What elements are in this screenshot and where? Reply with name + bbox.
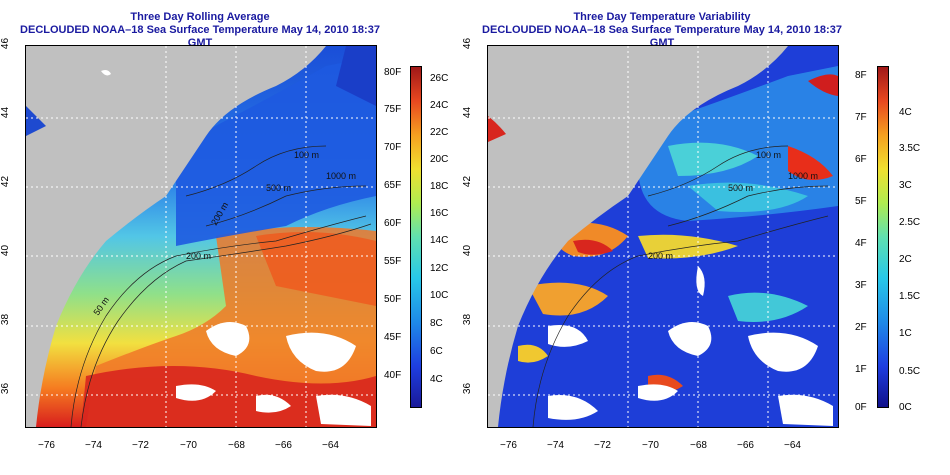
right-cb-c-5: 1.5C: [899, 291, 921, 302]
right-cb-f-8: 0F: [855, 402, 867, 413]
right-cb-c-3: 2.5C: [899, 217, 921, 228]
left-cb-c-7: 12C: [430, 263, 449, 274]
right-cb-f-3: 5F: [855, 196, 867, 207]
left-sst-map: 100 m 500 m 1000 m 200 m 200 m 50 m: [25, 45, 377, 428]
left-cb-c-4: 18C: [430, 181, 449, 192]
right-ytick-42: 42: [462, 175, 474, 188]
left-xtick-66: −66: [275, 440, 292, 451]
left-cb-c-5: 16C: [430, 208, 449, 219]
left-cb-f-2: 70F: [384, 142, 402, 153]
right-ytick-36: 36: [462, 382, 474, 395]
left-cb-c-0: 26C: [430, 73, 449, 84]
left-cb-c-6: 14C: [430, 235, 449, 246]
right-cb-f-0: 8F: [855, 70, 867, 81]
left-ytick-38: 38: [0, 313, 12, 326]
left-ytick-40: 40: [0, 244, 12, 257]
contour-label-200m-b-left: 200 m: [186, 251, 211, 261]
right-cb-c-1: 3.5C: [899, 143, 921, 154]
contour-label-100m-left: 100 m: [294, 150, 319, 160]
contour-label-500m-right: 500 m: [728, 183, 753, 193]
right-cb-f-6: 2F: [855, 322, 867, 333]
contour-label-200m-right: 200 m: [648, 251, 673, 261]
left-xtick-64: −64: [322, 440, 339, 451]
left-xtick-72: −72: [132, 440, 149, 451]
right-xtick-72: −72: [594, 440, 611, 451]
right-xtick-66: −66: [737, 440, 754, 451]
right-map-svg: 100 m 500 m 1000 m 200 m: [488, 46, 838, 427]
left-cb-f-6: 50F: [384, 294, 402, 305]
left-cb-f-8: 40F: [384, 370, 402, 381]
left-title-line1: Three Day Rolling Average: [130, 11, 270, 23]
right-cb-f-5: 3F: [855, 280, 867, 291]
left-cb-c-11: 4C: [430, 374, 443, 385]
right-ytick-44: 44: [462, 106, 474, 119]
left-map-svg: 100 m 500 m 1000 m 200 m 200 m 50 m: [26, 46, 376, 427]
right-cb-c-8: 0C: [899, 402, 912, 413]
contour-label-500m-left: 500 m: [266, 183, 291, 193]
left-xtick-74: −74: [85, 440, 102, 451]
right-xtick-76: −76: [500, 440, 517, 451]
right-cb-c-2: 3C: [899, 180, 912, 191]
left-gridlines: [26, 46, 376, 427]
left-bathymetry-contours: [70, 145, 372, 427]
right-cb-f-2: 6F: [855, 154, 867, 165]
right-ytick-46: 46: [462, 37, 474, 50]
left-cb-f-4: 60F: [384, 218, 402, 229]
left-cb-f-1: 75F: [384, 104, 402, 115]
right-bathymetry-contours: [532, 145, 829, 427]
left-ytick-46: 46: [0, 37, 12, 50]
left-cb-c-10: 6C: [430, 346, 443, 357]
right-colorbar: [877, 66, 889, 408]
contour-label-1000m-right: 1000 m: [788, 171, 818, 181]
left-xtick-68: −68: [228, 440, 245, 451]
right-cb-c-0: 4C: [899, 107, 912, 118]
right-xtick-64: −64: [784, 440, 801, 451]
left-cb-f-0: 80F: [384, 67, 402, 78]
left-cb-c-9: 8C: [430, 318, 443, 329]
right-cb-c-4: 2C: [899, 254, 912, 265]
right-ytick-40: 40: [462, 244, 474, 257]
right-title-line1: Three Day Temperature Variability: [573, 11, 751, 23]
left-ytick-36: 36: [0, 382, 12, 395]
left-cb-c-1: 24C: [430, 100, 449, 111]
left-cb-f-7: 45F: [384, 332, 402, 343]
left-cb-c-2: 22C: [430, 127, 449, 138]
right-variability-map: 100 m 500 m 1000 m 200 m: [487, 45, 839, 428]
left-xtick-76: −76: [38, 440, 55, 451]
right-xtick-70: −70: [642, 440, 659, 451]
right-cb-c-6: 1C: [899, 328, 912, 339]
right-cb-f-1: 7F: [855, 112, 867, 123]
contour-label-1000m-left: 1000 m: [326, 171, 356, 181]
left-cb-c-3: 20C: [430, 154, 449, 165]
right-cb-c-7: 0.5C: [899, 366, 921, 377]
left-xtick-70: −70: [180, 440, 197, 451]
right-cb-f-4: 4F: [855, 238, 867, 249]
left-ytick-44: 44: [0, 106, 12, 119]
left-cb-f-3: 65F: [384, 180, 402, 191]
right-ytick-38: 38: [462, 313, 474, 326]
right-xtick-68: −68: [690, 440, 707, 451]
right-gridlines: [488, 46, 838, 427]
right-xtick-74: −74: [547, 440, 564, 451]
right-cb-f-7: 1F: [855, 364, 867, 375]
left-cb-f-5: 55F: [384, 256, 402, 267]
left-cb-c-8: 10C: [430, 290, 449, 301]
contour-label-100m-right: 100 m: [756, 150, 781, 160]
left-colorbar: [410, 66, 422, 408]
left-ytick-42: 42: [0, 175, 12, 188]
